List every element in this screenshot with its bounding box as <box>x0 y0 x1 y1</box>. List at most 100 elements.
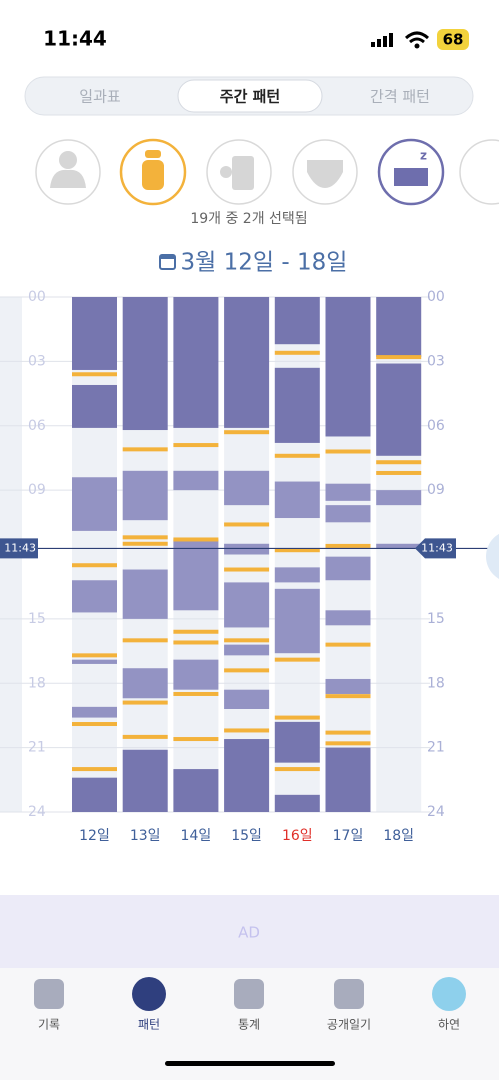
nap-block <box>325 483 371 501</box>
sleep-block <box>224 297 270 428</box>
icon-shape <box>50 169 86 188</box>
feeding-mark <box>274 657 320 662</box>
feeding-mark <box>122 700 168 705</box>
date-range: 3월 12일 - 18일 <box>181 250 348 276</box>
feeding-mark <box>325 642 371 647</box>
feeding-mark <box>274 715 320 720</box>
y-tick-label: 03 <box>427 353 445 369</box>
x-tick-label: 15일 <box>231 828 262 844</box>
nav-label[interactable]: 하연 <box>438 1018 460 1032</box>
feeding-mark <box>325 543 371 548</box>
tab[interactable]: 간격 패턴 <box>370 88 430 106</box>
selection-text: 19개 중 2개 선택됨 <box>190 211 307 227</box>
icon-shape <box>59 151 77 169</box>
nav-icon[interactable] <box>334 979 364 1009</box>
sleep-block <box>376 297 422 358</box>
now-label-right: 11:43 <box>421 541 453 554</box>
ad-label: AD <box>238 924 260 942</box>
now-label-left: 11:43 <box>4 541 36 554</box>
feeding-mark <box>122 535 168 540</box>
ad-banner[interactable] <box>0 895 499 968</box>
nap-block <box>72 706 117 718</box>
feeding-mark <box>122 447 168 452</box>
nav-label[interactable]: 패턴 <box>138 1018 160 1032</box>
feeding-mark <box>173 691 219 696</box>
nap-block <box>325 556 371 581</box>
now-tag-left <box>0 538 38 559</box>
tab-selected-bg <box>177 79 323 113</box>
nap-block <box>122 668 168 699</box>
tab[interactable]: 일과표 <box>79 88 121 106</box>
nap-block <box>72 477 117 531</box>
nap-block <box>325 678 371 694</box>
nav-label[interactable]: 공개일기 <box>327 1018 371 1032</box>
sleep-block <box>274 721 320 763</box>
calendar-icon <box>159 254 176 270</box>
feeding-mark <box>122 541 168 546</box>
nav-label[interactable]: 기록 <box>38 1018 60 1032</box>
feeding-mark <box>173 737 219 742</box>
home-indicator <box>165 1061 335 1066</box>
y-tick-label-left: 21 <box>28 740 46 756</box>
feeding-mark <box>173 443 219 448</box>
y-tick-label: 00 <box>427 289 445 305</box>
feeding-mark <box>173 640 219 645</box>
y-tick-label: 09 <box>427 482 445 498</box>
nap-block <box>224 644 270 656</box>
nav-icon[interactable] <box>132 977 166 1011</box>
icon-shape <box>394 168 428 186</box>
feeding-mark <box>72 563 117 568</box>
nap-block <box>274 588 320 654</box>
sleep-block <box>325 747 371 812</box>
feeding-mark <box>72 722 117 727</box>
nap-block <box>224 543 270 555</box>
scroll-handle[interactable] <box>486 530 499 582</box>
y-tick-label-left: 00 <box>28 289 46 305</box>
day-column <box>72 297 117 812</box>
feeding-mark <box>72 653 117 658</box>
feeding-mark <box>376 355 422 360</box>
y-tick-label-left: 15 <box>28 611 46 627</box>
nap-block <box>376 490 422 506</box>
signal <box>371 33 393 47</box>
feeding-mark <box>274 548 320 553</box>
sleep-block <box>122 297 168 431</box>
feeding-mark <box>274 453 320 458</box>
feeding-mark <box>376 470 422 475</box>
icon-shape <box>232 156 254 190</box>
sleep-block <box>72 384 117 428</box>
icon-shape <box>307 160 343 188</box>
nav-label[interactable]: 통계 <box>238 1018 260 1032</box>
feeding-mark <box>122 638 168 643</box>
status-time: 11:44 <box>43 27 107 51</box>
battery <box>437 29 469 50</box>
nav-icon[interactable] <box>34 979 64 1009</box>
sleep-block <box>72 297 117 370</box>
nap-block <box>274 567 320 583</box>
tab[interactable]: 주간 패턴 <box>220 88 280 106</box>
feeding-mark <box>72 767 117 772</box>
sleep-block <box>274 794 320 812</box>
feeding-mark <box>325 741 371 746</box>
y-tick-label: 15 <box>427 611 445 627</box>
nap-block <box>325 610 371 626</box>
feeding-mark <box>325 730 371 735</box>
icon-shape <box>142 160 164 190</box>
sleep-block <box>224 739 270 812</box>
sleep-block <box>274 297 320 345</box>
nap-block <box>173 470 219 491</box>
icon-shape <box>145 150 161 158</box>
category-icon[interactable] <box>459 139 499 205</box>
y-tick-label-left: 06 <box>28 418 46 434</box>
feeding-mark <box>173 537 219 542</box>
nav-icon[interactable] <box>234 979 264 1009</box>
feeding-mark <box>224 430 270 435</box>
x-tick-label: 13일 <box>130 828 161 844</box>
feeding-mark <box>72 372 117 377</box>
nav-icon[interactable] <box>432 977 466 1011</box>
wifi-dot <box>414 43 420 49</box>
sleep-block <box>122 749 168 812</box>
feeding-mark <box>274 350 320 355</box>
